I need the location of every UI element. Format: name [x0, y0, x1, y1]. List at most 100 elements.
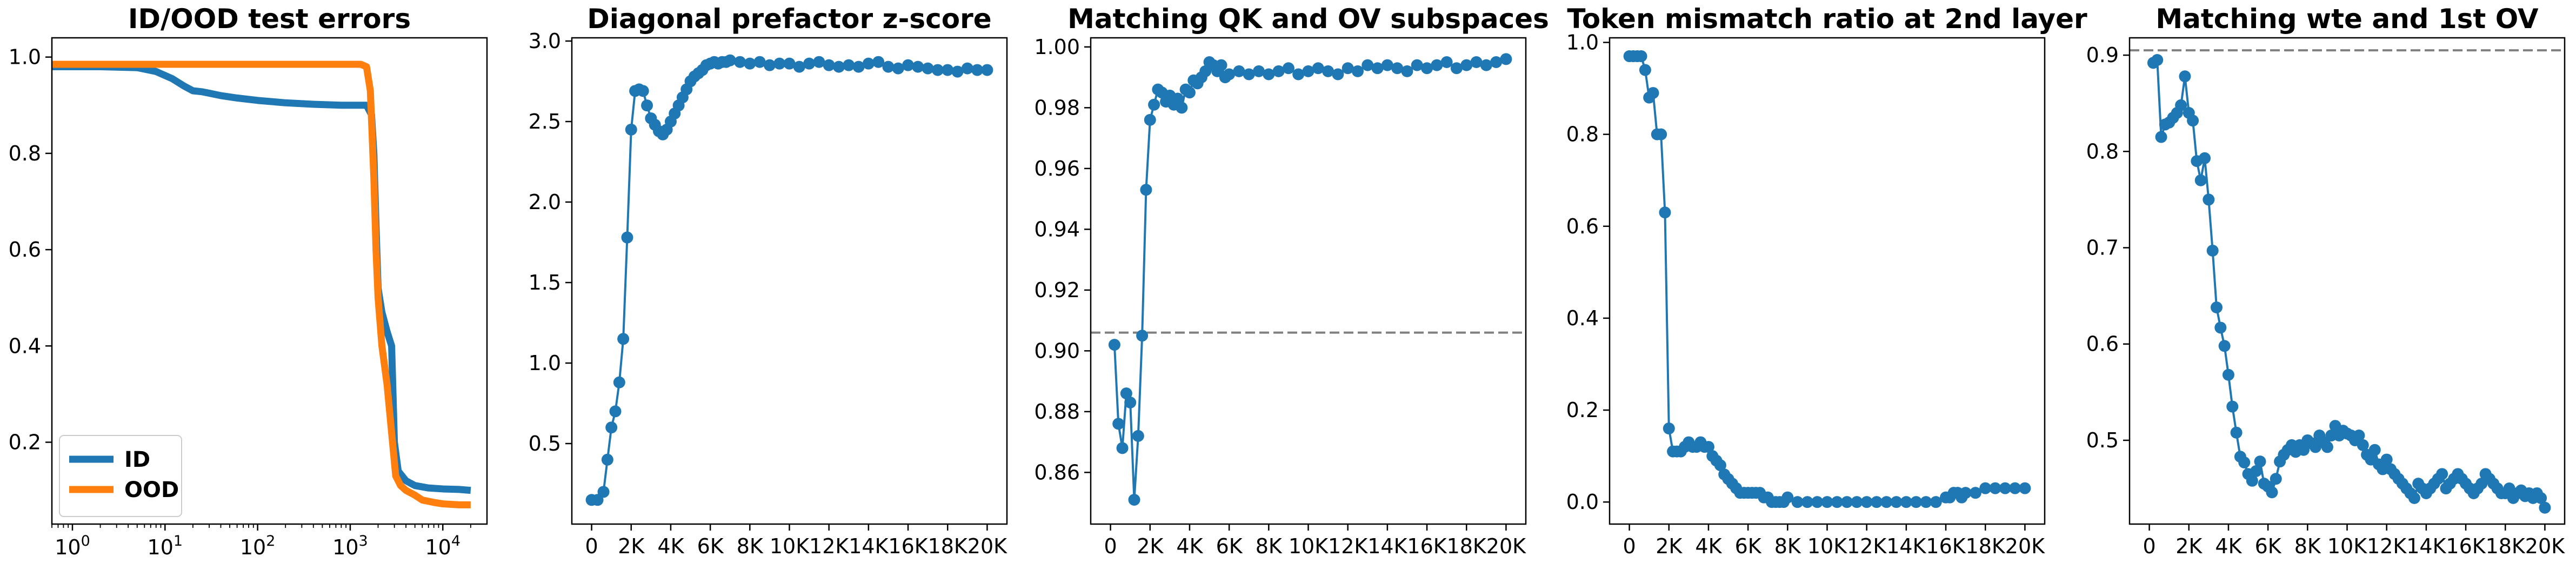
x-tick-label: 2K [1656, 534, 1683, 558]
y-tick-label: 0.8 [9, 142, 41, 165]
data-point [912, 61, 924, 73]
x-tick-label: 4K [2215, 534, 2242, 558]
data-point [1124, 397, 1137, 408]
data-point [1148, 98, 1160, 111]
data-point [803, 57, 816, 70]
legend-label: ID [124, 447, 150, 472]
x-tick-label: 12K [2367, 534, 2407, 558]
data-point [1440, 56, 1453, 68]
data-point [734, 56, 746, 68]
y-tick-label: 0.9 [2086, 43, 2119, 67]
y-tick-label: 2.0 [529, 190, 561, 214]
data-point [605, 421, 618, 434]
x-tick-label: 10K [2327, 534, 2367, 558]
data-point [2246, 474, 2258, 487]
data-point [641, 99, 653, 112]
y-tick-label: 0.90 [1034, 339, 1080, 363]
data-point [1140, 184, 1152, 196]
data-point [621, 231, 633, 244]
data-point [1781, 491, 1794, 504]
data-point [1292, 68, 1305, 81]
x-tick-label: 14K [1367, 534, 1407, 558]
y-tick-label: 0.8 [2086, 139, 2119, 163]
y-tick-label: 2.5 [529, 110, 561, 133]
data-point [1172, 92, 1184, 105]
data-point [971, 64, 984, 76]
data-point [601, 453, 613, 466]
data-point [1860, 496, 1873, 508]
data-point [813, 56, 825, 68]
legend: ID OOD [59, 435, 182, 517]
data-point [1647, 87, 1659, 99]
y-tick-label: 0.92 [1034, 278, 1080, 302]
data-point [1801, 496, 1813, 508]
axes-frame [51, 37, 488, 525]
data-point [1890, 496, 1903, 508]
data-point [783, 57, 796, 70]
x-tick-label: 104 [425, 533, 461, 559]
data-point [1253, 65, 1265, 77]
x-tick-label: 20K [2525, 534, 2565, 558]
data-point [2226, 400, 2239, 413]
y-tick-label: 1.00 [1034, 35, 1080, 59]
data-point [2357, 439, 2369, 451]
x-tick-base: 10 [425, 535, 451, 559]
data-point [1371, 62, 1384, 75]
data-point [1999, 482, 2011, 494]
data-point [617, 333, 630, 345]
y-tick-label: 0.7 [2086, 236, 2119, 260]
x-tick-label: 14K [1886, 534, 1926, 558]
x-tick-label: 14K [2406, 534, 2446, 558]
x-tick-label: 6K [2255, 534, 2282, 558]
data-point [1900, 496, 1912, 508]
data-point [2206, 244, 2219, 257]
x-tick-label: 0 [585, 534, 598, 558]
chart-title: ID/OOD test errors [128, 3, 411, 35]
data-point [597, 486, 610, 498]
data-point [1176, 102, 1188, 114]
data-point [1989, 482, 2001, 494]
data-point [1635, 50, 1647, 63]
y-tick-label: 0.86 [1034, 460, 1080, 484]
data-point [1979, 482, 1992, 494]
data-point [852, 61, 865, 73]
data-point [613, 376, 625, 388]
data-point [1659, 206, 1671, 219]
data-point [1490, 56, 1503, 68]
data-point [1480, 59, 1492, 71]
data-point [1831, 496, 1843, 508]
x-tick-label: 6K [1216, 534, 1243, 558]
y-tick-label: 0.6 [2086, 332, 2119, 356]
x-tick-label: 2K [1137, 534, 1164, 558]
data-point [1342, 62, 1354, 75]
data-point [1233, 65, 1245, 77]
data-point [2211, 301, 2223, 314]
data-point [2250, 465, 2263, 477]
x-tick-label: 10K [1289, 534, 1329, 558]
y-tick-label: 1.0 [1566, 31, 1599, 55]
data-point [1302, 65, 1314, 77]
data-point [1381, 59, 1393, 71]
x-tick-label: 10K [770, 534, 810, 558]
x-tick-label: 4K [657, 534, 684, 558]
data-point [1112, 418, 1125, 430]
x-tick-label: 2K [618, 534, 645, 558]
data-point [942, 64, 954, 76]
x-tick-label: 0 [1623, 534, 1636, 558]
data-point [1460, 59, 1473, 71]
data-point [2155, 131, 2167, 143]
x-tick-label: 16K [888, 534, 928, 558]
data-point [1322, 65, 1334, 77]
data-point [2194, 174, 2207, 186]
x-tick-label: 2K [2175, 534, 2203, 558]
data-point [2203, 193, 2215, 206]
data-point [2266, 486, 2278, 499]
x-tick-label: 8K [2294, 534, 2321, 558]
data-point [1411, 59, 1423, 71]
chart-panel: Token mismatch ratio at 2nd layer 0.0 0.2 0… [1566, 3, 2087, 558]
data-point [1821, 496, 1833, 508]
data-point [1215, 59, 1227, 71]
data-point [1263, 68, 1275, 81]
x-tick-label: 20K [967, 534, 1007, 558]
